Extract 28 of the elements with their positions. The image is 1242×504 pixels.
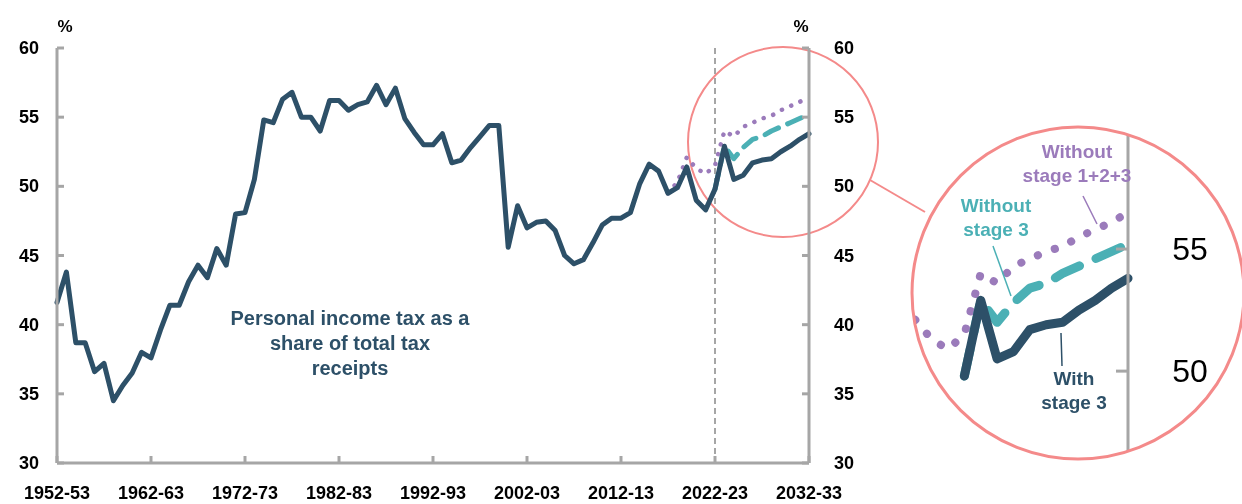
x-tick-label: 2002-03 <box>493 483 561 503</box>
y2-tick-label: 30 <box>834 453 855 473</box>
y2-tick-label: 55 <box>834 107 855 128</box>
x-tick-label: 1982-83 <box>305 483 373 503</box>
y-tick-label: 45 <box>18 245 39 266</box>
y2-axis-title: % <box>793 17 809 36</box>
x-tick-label: 2032-33 <box>775 483 843 503</box>
x-tick-label: 1972-73 <box>211 483 279 503</box>
x-tick-label: 1952-53 <box>23 483 91 503</box>
text: Without stage 3 <box>960 195 1032 240</box>
y2-tick-label: 40 <box>834 314 855 335</box>
y2-tick-label: 50 <box>834 176 855 197</box>
y-tick-label: 50 <box>18 176 39 197</box>
y2-tick-label: 60 <box>834 38 855 58</box>
y-tick-label: 40 <box>18 314 39 335</box>
y-tick-label: 30 <box>18 453 39 473</box>
x-tick-label: 2022-23 <box>681 483 749 503</box>
x-tick-label: 2012-13 <box>587 483 655 503</box>
y-tick-label: 55 <box>18 107 39 128</box>
y-tick-label: 35 <box>18 383 39 404</box>
series-label: With stage 3 <box>1041 368 1107 413</box>
annotation: Personal income tax as a share of total tax receipts <box>230 307 471 379</box>
y2-tick-label: 35 <box>834 383 855 404</box>
x-tick-label: 1992-93 <box>399 483 467 503</box>
y2-tick-label: 45 <box>834 245 855 266</box>
x-tick-label: 1962-63 <box>117 483 185 503</box>
y-axis-title: % <box>57 17 73 36</box>
y-tick-label: 60 <box>18 38 39 58</box>
